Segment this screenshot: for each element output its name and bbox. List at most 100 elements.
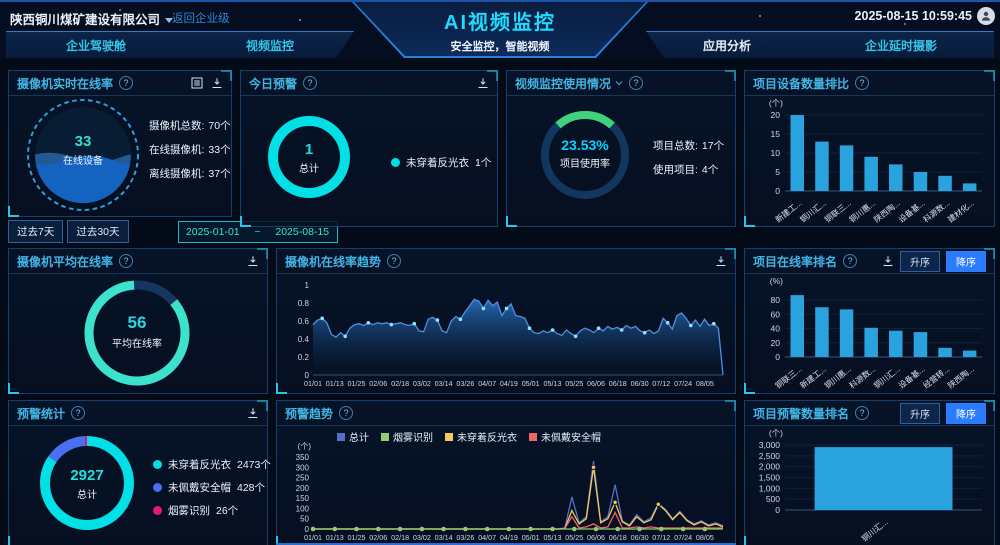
legend-item: 未穿着反光衣 1个 bbox=[391, 155, 491, 170]
svg-text:05/01: 05/01 bbox=[522, 533, 540, 542]
back-to-enterprise-link[interactable]: 返回企业级 bbox=[172, 13, 230, 25]
svg-text:03/14: 03/14 bbox=[435, 533, 453, 542]
svg-text:150: 150 bbox=[296, 494, 310, 503]
legend-item[interactable]: 未佩戴安全帽 bbox=[529, 429, 601, 444]
legend-item[interactable]: 总计 bbox=[337, 429, 369, 444]
download-icon[interactable] bbox=[247, 255, 259, 267]
tab-app-analysis[interactable]: 应用分析 bbox=[702, 38, 751, 53]
sort-desc-button[interactable]: 降序 bbox=[946, 402, 986, 424]
help-icon[interactable]: ? bbox=[71, 406, 86, 420]
panel-header: 今日预警 ? bbox=[241, 71, 497, 96]
help-icon[interactable]: ? bbox=[855, 76, 870, 90]
legend-dot bbox=[153, 506, 162, 515]
chevron-down-icon[interactable] bbox=[615, 79, 623, 87]
tab-enterprise-cockpit[interactable]: 企业驾驶舱 bbox=[65, 38, 126, 53]
range-start: 2025-01-01 bbox=[185, 225, 240, 238]
svg-text:(个): (个) bbox=[769, 98, 783, 108]
nav-right: 应用分析 企业延时摄影 bbox=[646, 31, 994, 58]
svg-text:04/19: 04/19 bbox=[500, 379, 518, 388]
svg-text:08/05: 08/05 bbox=[696, 379, 714, 388]
svg-text:科源数...: 科源数... bbox=[847, 364, 877, 391]
svg-text:5: 5 bbox=[775, 167, 780, 177]
svg-text:铜川惠...: 铜川惠... bbox=[847, 198, 877, 225]
svg-text:01/01: 01/01 bbox=[304, 379, 322, 388]
panel-alert-rank: 项目预警数量排名 ? 升序 降序 0 500 1,000 1,500 2,000 2,50… bbox=[744, 400, 995, 545]
svg-text:02/06: 02/06 bbox=[369, 379, 387, 388]
svg-text:1,500: 1,500 bbox=[759, 473, 781, 483]
panel-bottom-glow bbox=[276, 543, 736, 545]
panel-header: 预警趋势 ? bbox=[277, 401, 735, 426]
legend-dot bbox=[391, 158, 400, 167]
panel-header: 摄像机实时在线率 ? bbox=[9, 71, 231, 96]
help-icon[interactable]: ? bbox=[119, 76, 134, 90]
help-icon[interactable]: ? bbox=[855, 406, 870, 420]
svg-text:铜联三...: 铜联三... bbox=[823, 198, 853, 225]
svg-text:05/13: 05/13 bbox=[544, 379, 562, 388]
legend-item[interactable]: 未穿着反光衣 bbox=[445, 429, 517, 444]
legend-swatch bbox=[381, 432, 389, 441]
past-7-days-button[interactable]: 过去7天 bbox=[8, 220, 64, 243]
svg-text:0.8: 0.8 bbox=[298, 299, 310, 308]
sort-desc-button[interactable]: 降序 bbox=[946, 250, 986, 272]
panel-today-alert: 今日预警 ? 1 总计 未穿着反光衣 1个 bbox=[240, 70, 498, 227]
datetime: 2025-08-15 10:59:45 bbox=[854, 9, 972, 23]
svg-text:01/25: 01/25 bbox=[348, 379, 366, 388]
svg-text:06/18: 06/18 bbox=[609, 379, 627, 388]
stat-total-projects: 项目总数: 17个 bbox=[653, 140, 725, 152]
help-icon[interactable]: ? bbox=[843, 254, 858, 268]
download-icon[interactable] bbox=[211, 77, 223, 89]
svg-text:设备基...: 设备基... bbox=[896, 198, 926, 225]
svg-text:建材化...: 建材化... bbox=[946, 198, 976, 225]
nav-left: 企业驾驶舱 视频监控 bbox=[6, 31, 354, 58]
alert-trend-line-chart: 0 50 100 150 200 250 300 350 (个) 01/01 01/13 01/25 0… bbox=[283, 441, 731, 545]
today-alert-donut bbox=[263, 111, 355, 203]
stat-online-cameras: 在线摄像机: 33个 bbox=[149, 144, 231, 156]
svg-text:07/12: 07/12 bbox=[652, 533, 670, 542]
help-icon[interactable]: ? bbox=[119, 254, 134, 268]
svg-text:06/06: 06/06 bbox=[587, 379, 605, 388]
panel-header: 摄像机平均在线率 ? bbox=[9, 249, 267, 274]
svg-text:0.6: 0.6 bbox=[298, 317, 310, 326]
download-icon[interactable] bbox=[477, 77, 489, 89]
svg-text:0: 0 bbox=[305, 525, 310, 534]
svg-text:04/19: 04/19 bbox=[500, 533, 518, 542]
legend-swatch bbox=[445, 432, 453, 441]
download-icon[interactable] bbox=[882, 255, 894, 267]
panel-device-rank: 项目设备数量排比 ? 0 5 10 15 20 (个) 新建工... 铜川汇... 铜联三...… bbox=[744, 70, 995, 227]
download-icon[interactable] bbox=[247, 407, 259, 419]
svg-text:02/18: 02/18 bbox=[391, 533, 409, 542]
list-icon[interactable] bbox=[191, 77, 203, 89]
svg-text:03/26: 03/26 bbox=[456, 379, 474, 388]
panel-title: 预警统计 bbox=[17, 406, 66, 421]
legend-item[interactable]: 烟雾识别 bbox=[381, 429, 433, 444]
svg-text:铜联三...: 铜联三... bbox=[773, 364, 803, 391]
tab-timelapse[interactable]: 企业延时摄影 bbox=[864, 38, 937, 53]
svg-text:科源数...: 科源数... bbox=[921, 198, 951, 225]
svg-text:2,500: 2,500 bbox=[759, 451, 781, 461]
svg-text:05/25: 05/25 bbox=[565, 379, 583, 388]
page-subtitle: 安全监控，智能视频 bbox=[450, 41, 550, 53]
online-rank-bar-chart: 0 20 40 60 80 (%) 铜联三... 新建工... 铜川惠... 科源数... 铜川汇.… bbox=[751, 275, 990, 391]
svg-text:01/13: 01/13 bbox=[326, 533, 344, 542]
svg-text:01/01: 01/01 bbox=[304, 533, 322, 542]
user-avatar[interactable] bbox=[977, 7, 995, 25]
past-30-days-button[interactable]: 过去30天 bbox=[67, 220, 129, 243]
company-name: 陕西铜川煤矿建设有限公司 bbox=[10, 13, 161, 27]
company-selector[interactable]: 陕西铜川煤矿建设有限公司 bbox=[10, 9, 174, 28]
help-icon[interactable]: ? bbox=[387, 254, 402, 268]
svg-text:0.2: 0.2 bbox=[298, 353, 310, 362]
panel-title: 视频监控使用情况 bbox=[515, 76, 612, 91]
download-icon[interactable] bbox=[715, 255, 727, 267]
help-icon[interactable]: ? bbox=[303, 76, 318, 90]
panel-online-rank: 项目在线率排名 ? 升序 降序 0 20 40 60 80 (%) 铜联三... 新建工...… bbox=[744, 248, 995, 394]
stat-used-projects: 使用项目: 4个 bbox=[653, 164, 719, 176]
svg-text:2,000: 2,000 bbox=[759, 462, 781, 472]
legend-dot bbox=[153, 460, 162, 469]
panel-camera-avg: 摄像机平均在线率 ? 56 平均在线率 bbox=[8, 248, 268, 394]
sort-asc-button[interactable]: 升序 bbox=[900, 402, 940, 424]
svg-text:02/06: 02/06 bbox=[369, 533, 387, 542]
sort-asc-button[interactable]: 升序 bbox=[900, 250, 940, 272]
tab-video-monitor[interactable]: 视频监控 bbox=[245, 38, 294, 53]
help-icon[interactable]: ? bbox=[339, 406, 354, 420]
help-icon[interactable]: ? bbox=[629, 76, 644, 90]
